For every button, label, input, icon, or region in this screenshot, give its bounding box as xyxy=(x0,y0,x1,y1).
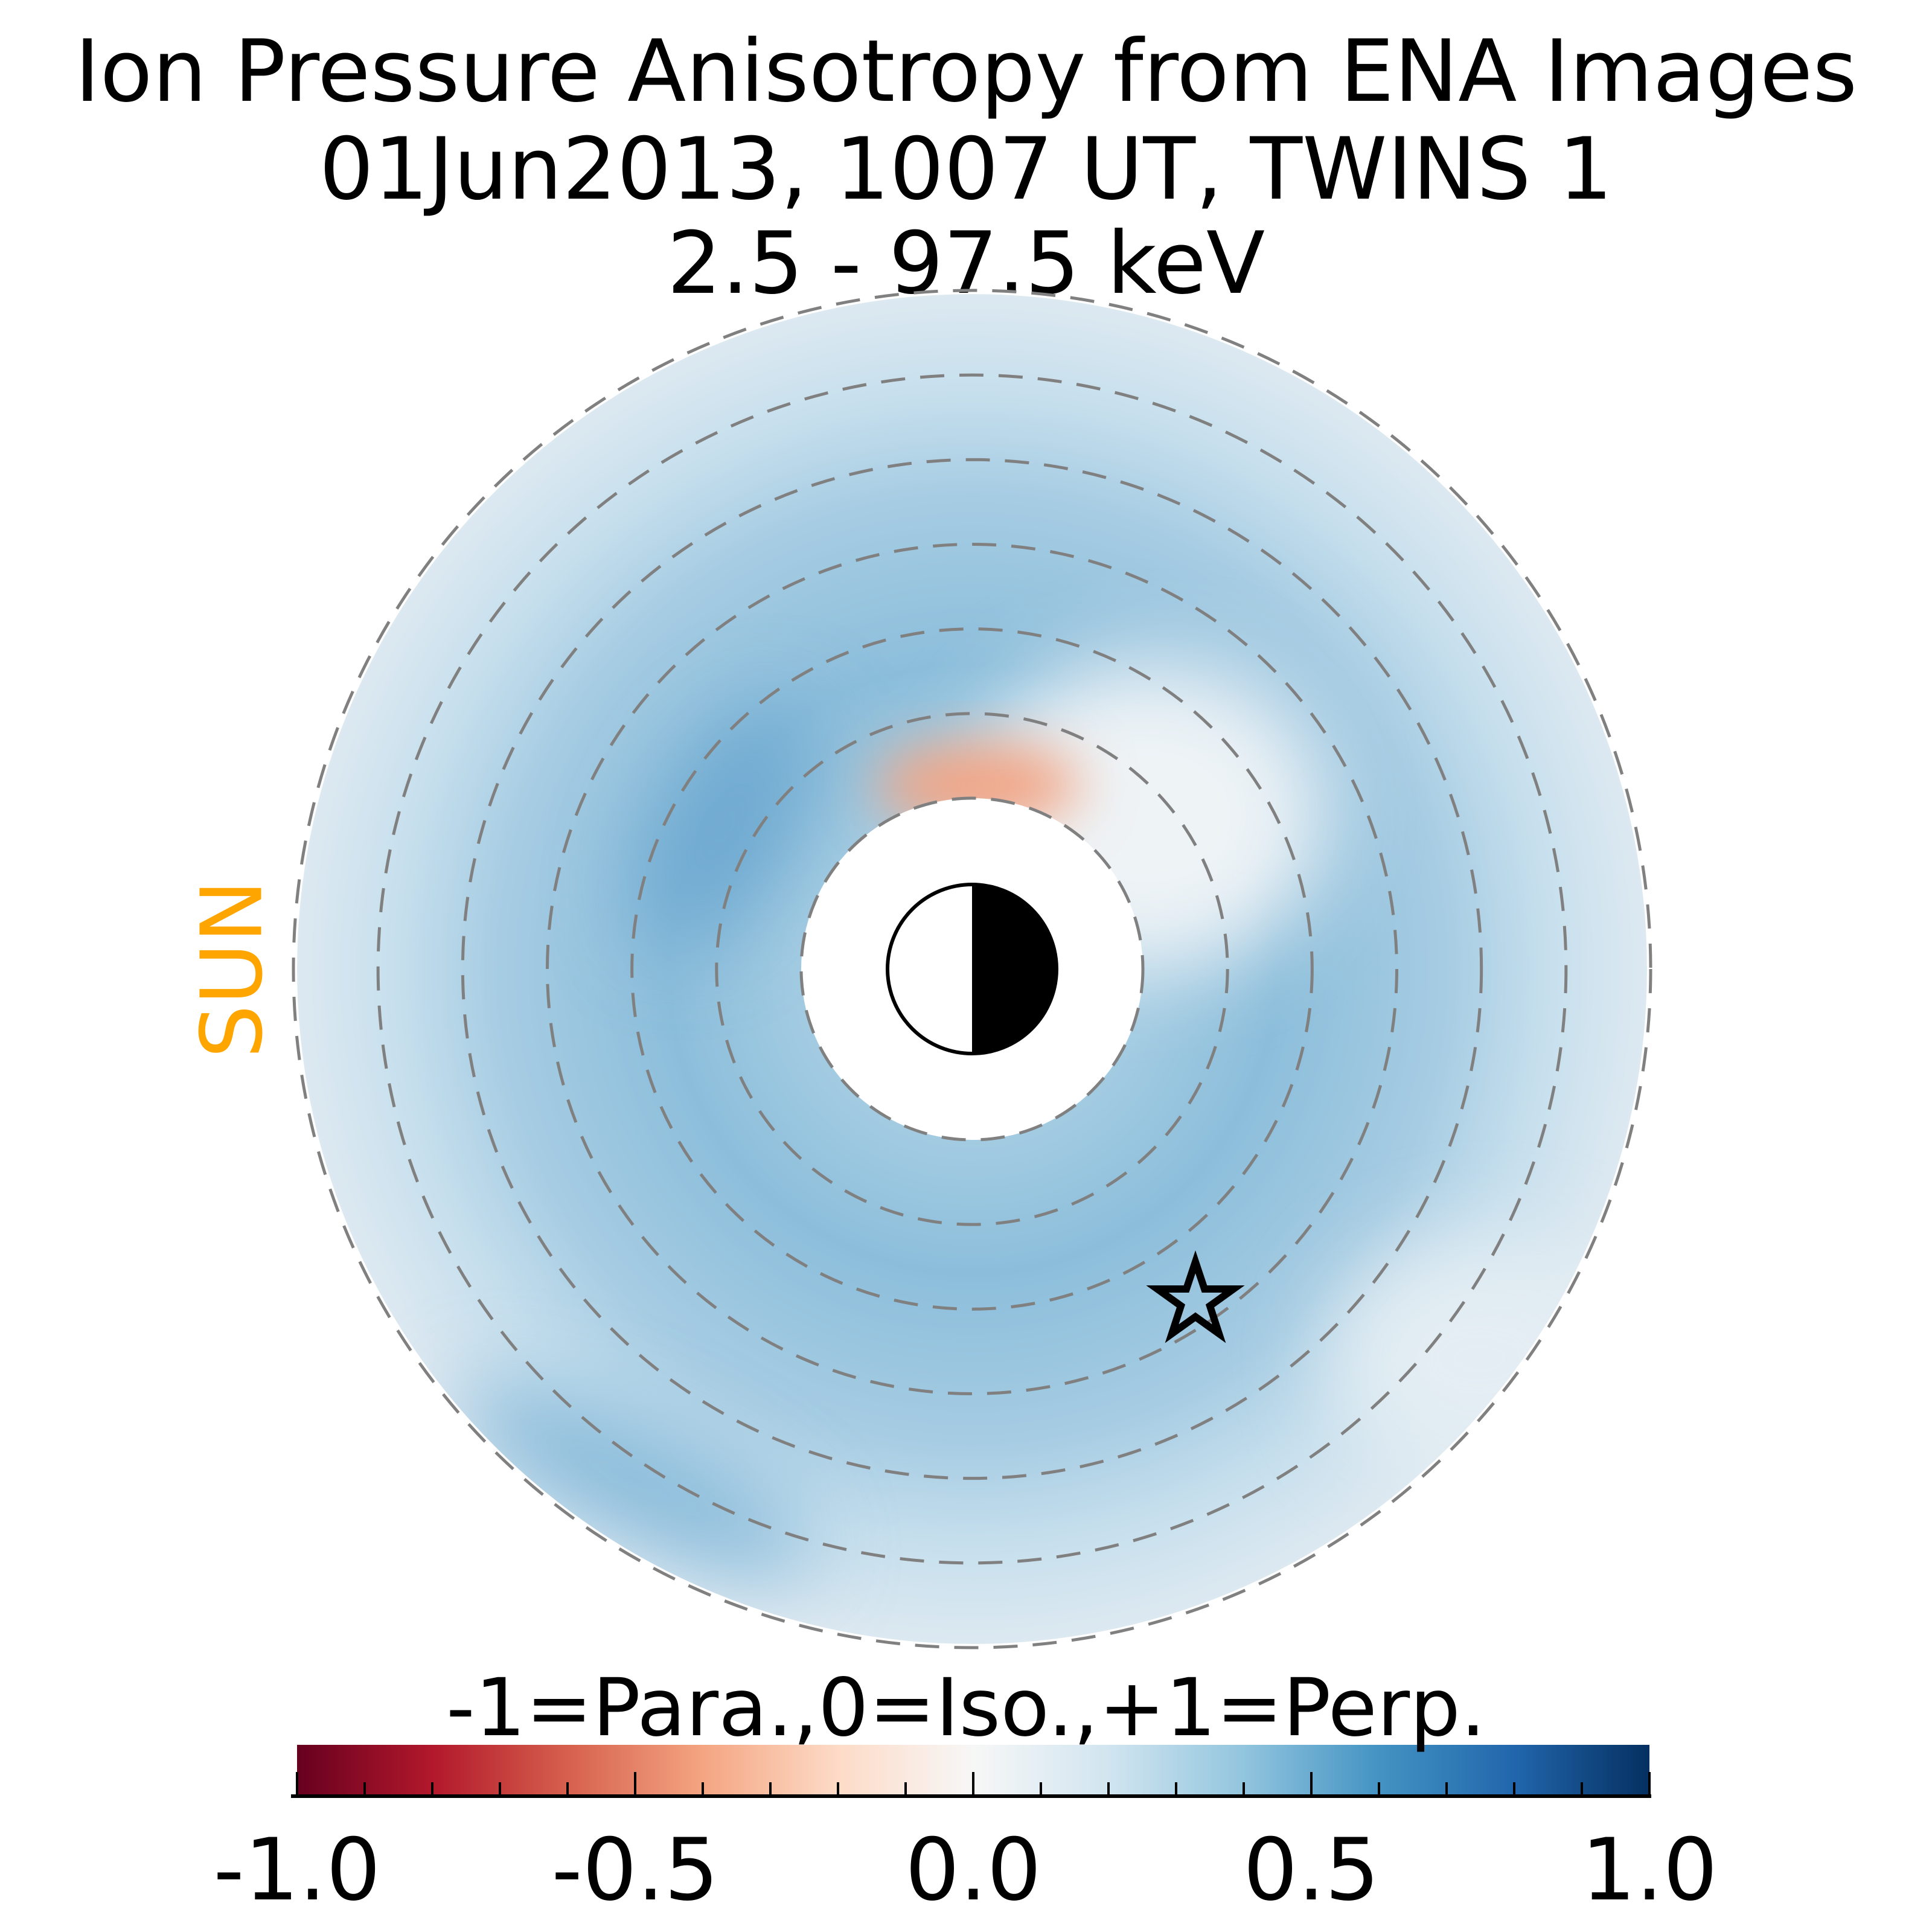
chart-title-line-3: 2.5 - 97.5 keV xyxy=(667,214,1265,313)
dashed-ring xyxy=(546,543,1398,1395)
dashed-ring xyxy=(461,458,1483,1480)
dashed-ring xyxy=(376,373,1568,1565)
colorbar-tick-label: 0.5 xyxy=(1243,1820,1380,1920)
dashed-ring xyxy=(715,712,1229,1226)
colorbar-tick-label: 1.0 xyxy=(1581,1820,1718,1920)
colorbar-tick-label: -0.5 xyxy=(551,1820,719,1920)
chart-title-line-1: Ion Pressure Anisotropy from ENA Images xyxy=(74,22,1858,121)
dashed-ring xyxy=(292,289,1652,1649)
chart-title-line-2: 01Jun2013, 1007 UT, TWINS 1 xyxy=(319,120,1613,219)
colorbar-label: -1=Para.,0=Iso.,+1=Perp. xyxy=(446,1662,1486,1754)
earth-icon xyxy=(886,883,1058,1055)
spacecraft-star-icon xyxy=(1146,1250,1245,1343)
colorbar-tick-label: 0.0 xyxy=(905,1820,1041,1920)
dashed-ring xyxy=(799,796,1145,1142)
colorbar-ticks xyxy=(296,1772,1651,1796)
dashed-ring xyxy=(630,627,1314,1311)
dashed-circles xyxy=(292,289,1652,1649)
colorbar-tick-label: -1.0 xyxy=(213,1820,381,1920)
